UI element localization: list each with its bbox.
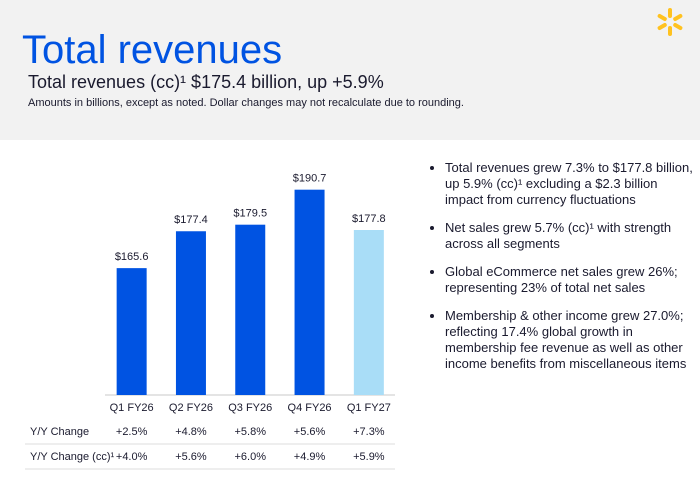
value-label: $177.8 [352, 213, 386, 225]
value-label: $190.7 [293, 173, 327, 185]
table-cell: +4.0% [116, 451, 148, 463]
x-tick-label: Q3 FY26 [228, 402, 272, 414]
table-cell: +5.9% [353, 451, 385, 463]
table-cell: +4.9% [294, 451, 326, 463]
bullet-list: Total revenues grew 7.3% to $177.8 billi… [425, 160, 695, 384]
title: Total revenues [22, 28, 283, 72]
bullet: Net sales grew 5.7% (cc)¹ with strength … [445, 220, 695, 252]
bar [175, 231, 206, 395]
header [0, 0, 700, 140]
bar [116, 268, 147, 395]
table-cell: +4.8% [175, 426, 207, 438]
x-tick-label: Q4 FY26 [288, 402, 332, 414]
value-label: $165.6 [115, 251, 149, 263]
row-label: Y/Y Change (cc)¹ [30, 451, 115, 463]
bar [353, 230, 384, 395]
bar [294, 189, 325, 395]
value-label: $177.4 [174, 214, 208, 226]
x-tick-label: Q1 FY26 [110, 402, 154, 414]
x-tick-label: Q2 FY26 [169, 402, 213, 414]
value-label: $179.5 [233, 208, 267, 220]
table-cell: +5.6% [294, 426, 326, 438]
x-tick-label: Q1 FY27 [347, 402, 391, 414]
bullet: Membership & other income grew 27.0%; re… [445, 308, 695, 372]
subtitle: Total revenues (cc)¹ $175.4 billion, up … [28, 72, 384, 92]
logo [657, 8, 683, 36]
bullet: Total revenues grew 7.3% to $177.8 billi… [445, 160, 695, 208]
row-label: Y/Y Change [30, 426, 89, 438]
table-cell: +5.8% [235, 426, 267, 438]
table-cell: +5.6% [175, 451, 207, 463]
table-cell: +2.5% [116, 426, 148, 438]
table-cell: +6.0% [235, 451, 267, 463]
note: Amounts in billions, except as noted. Do… [28, 97, 464, 109]
bullet: Global eCommerce net sales grew 26%; rep… [445, 264, 695, 296]
table-cell: +7.3% [353, 426, 385, 438]
bar [235, 224, 266, 395]
